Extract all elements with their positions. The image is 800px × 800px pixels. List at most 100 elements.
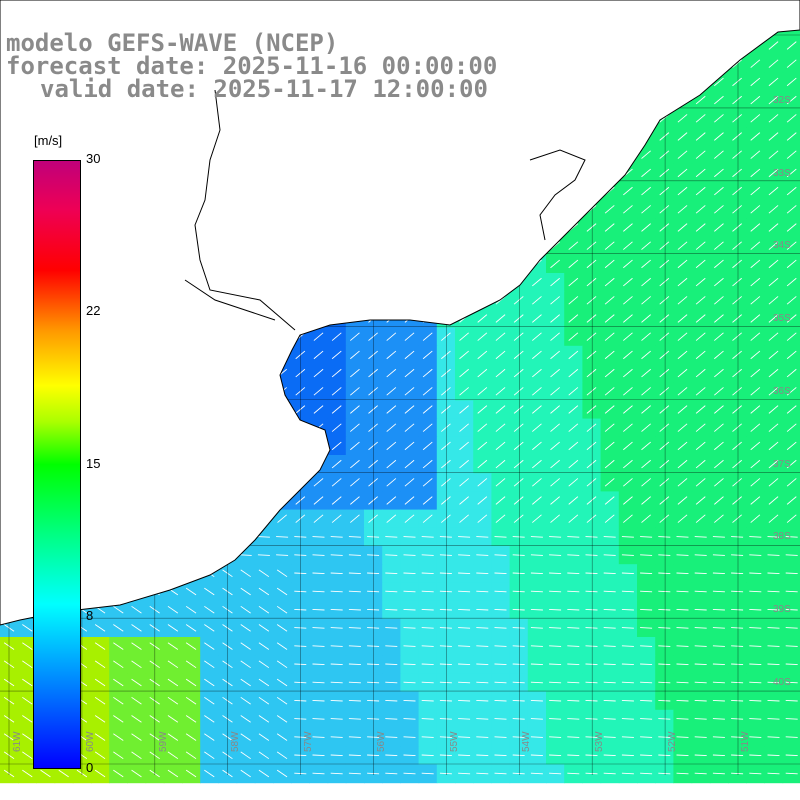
wind-arrow <box>750 332 761 341</box>
wind-arrow <box>204 605 215 614</box>
wind-arrow <box>659 350 670 360</box>
wind-arrow <box>185 624 197 632</box>
wind-arrow <box>549 736 562 738</box>
wind-arrow <box>767 663 780 666</box>
wind-arrow <box>312 681 325 684</box>
wind-arrow <box>204 678 215 687</box>
wind-arrow <box>732 423 742 432</box>
wind-arrow <box>348 772 361 775</box>
wind-arrow <box>732 114 742 123</box>
wind-arrow <box>550 277 560 287</box>
wind-arrow <box>240 660 251 669</box>
wind-arrow <box>732 332 742 341</box>
wind-arrow <box>386 514 397 523</box>
wind-arrow <box>750 223 761 232</box>
wind-arrow <box>240 642 251 650</box>
wind-arrow <box>641 168 651 178</box>
wind-arrow <box>404 496 415 505</box>
wind-arrow <box>204 769 215 778</box>
wind-arrow <box>441 405 451 414</box>
wind-arrow <box>113 696 124 705</box>
wind-arrow <box>568 441 579 451</box>
wind-arrow <box>750 478 761 487</box>
wind-arrow <box>749 608 762 611</box>
wind-arrow <box>532 368 542 378</box>
wind-arrow <box>658 736 671 738</box>
wind-arrow <box>331 459 342 469</box>
wind-arrow <box>404 441 415 451</box>
wind-arrow <box>641 423 651 432</box>
wind-arrow <box>441 332 451 341</box>
wind-arrow <box>567 590 580 593</box>
wind-arrow <box>767 627 780 629</box>
wind-arrow <box>677 132 688 141</box>
wind-arrow <box>367 772 380 775</box>
wind-arrow <box>495 387 506 396</box>
wind-arrow <box>513 387 524 396</box>
wind-arrow <box>641 150 651 159</box>
wind-arrow <box>767 554 780 556</box>
wind-arrow <box>131 660 142 669</box>
wind-arrow <box>385 754 398 757</box>
wind-arrow <box>550 514 560 523</box>
wind-arrow <box>786 368 797 378</box>
wind-arrow <box>240 605 251 614</box>
wind-arrow <box>714 132 724 141</box>
wind-arrow <box>495 423 506 432</box>
wind-arrow <box>695 459 706 469</box>
wind-arrow <box>22 642 33 650</box>
wind-arrow <box>276 554 289 556</box>
wind-arrow <box>603 663 616 666</box>
wind-arrow <box>785 645 798 647</box>
wind-arrow <box>386 459 397 469</box>
colorbar-unit: [m/s] <box>34 133 63 148</box>
wind-arrow <box>512 663 525 666</box>
wind-arrow <box>276 536 289 538</box>
wind-arrow <box>585 645 598 647</box>
wind-arrow <box>240 696 251 705</box>
wind-arrow <box>294 699 307 702</box>
wind-arrow <box>750 132 761 141</box>
wind-arrow <box>604 514 615 523</box>
wind-arrow <box>659 314 670 323</box>
wind-arrow <box>677 423 688 432</box>
wind-arrow <box>768 387 779 396</box>
wind-arrow <box>385 736 398 738</box>
wind-arrow <box>786 114 797 123</box>
wind-arrow <box>694 772 707 775</box>
wind-arrow <box>768 77 779 87</box>
wind-arrow <box>676 736 689 738</box>
wind-arrow <box>676 627 689 629</box>
wind-arrow <box>712 608 725 611</box>
wind-arrow <box>422 387 433 396</box>
wind-arrow <box>512 772 525 775</box>
wind-arrow <box>568 368 579 378</box>
wind-arrow <box>786 59 797 68</box>
wind-arrow <box>276 769 288 778</box>
wind-arrow <box>786 186 797 196</box>
wind-arrow <box>641 459 651 469</box>
wind-arrow <box>712 645 725 647</box>
wind-arrow <box>131 696 142 705</box>
wind-arrow <box>439 736 452 738</box>
wind-arrow <box>404 478 415 487</box>
wind-arrow <box>131 678 142 687</box>
wind-arrow <box>677 478 688 487</box>
wind-arrow <box>658 663 671 666</box>
wind-arrow <box>258 624 270 632</box>
wind-arrow <box>641 496 651 505</box>
wind-arrow <box>731 736 744 738</box>
wind-arrow <box>786 478 797 487</box>
wind-arrow <box>750 259 761 269</box>
wind-arrow <box>568 405 579 414</box>
wind-arrow <box>677 296 688 305</box>
wind-arrow <box>477 387 488 396</box>
wind-arrow <box>550 441 560 451</box>
wind-arrow <box>659 223 670 232</box>
wind-arrow <box>750 150 761 159</box>
wind-arrow <box>185 696 197 705</box>
wind-arrow <box>658 608 671 611</box>
wind-arrow <box>695 314 706 323</box>
wind-arrow <box>677 241 688 250</box>
wind-arrow <box>750 350 761 360</box>
